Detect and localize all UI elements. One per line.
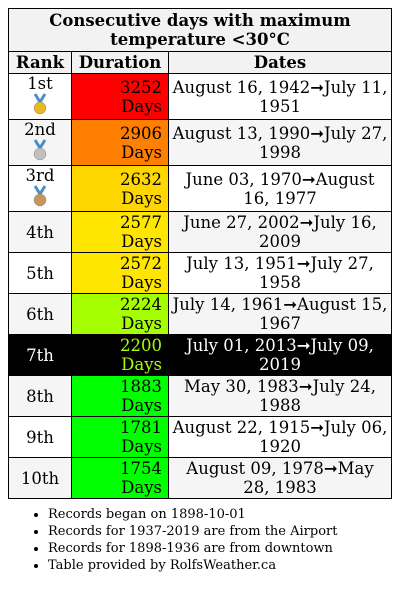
row: 6th 2224 Days July 14, 1961➞August 15, 1967 <box>8 293 392 335</box>
rank: 3rd <box>25 166 55 185</box>
rank-cell: 2nd <box>8 119 72 166</box>
rank: 8th <box>26 386 54 406</box>
table-title: Consecutive days with maximum temperatur… <box>8 8 392 52</box>
row: 3rd 2632 Days June 03, 1970➞August 16, 1977 <box>8 165 392 212</box>
dates: August 16, 1942➞July 11, 1951 <box>168 73 392 120</box>
duration-cell: 2572 Days <box>71 252 169 294</box>
dates: July 01, 2013➞July 09, 2019 <box>168 334 392 376</box>
row: 8th 1883 Days May 30, 1983➞July 24, 1988 <box>8 375 392 417</box>
row: 5th 2572 Days July 13, 1951➞July 27, 1958 <box>8 252 392 294</box>
duration-cell: 2632 Days <box>71 165 169 212</box>
duration-cell: 3252 Days <box>71 73 169 120</box>
duration: 1781 <box>120 418 162 437</box>
dates: July 13, 1951➞July 27, 1958 <box>168 252 392 294</box>
row: 2nd 2906 Days August 13, 1990➞July 27, 1998 <box>8 119 392 166</box>
rank-cell: 7th <box>8 334 72 376</box>
duration-cell: 2577 Days <box>71 211 169 253</box>
duration-unit: Days <box>121 478 162 497</box>
duration: 2577 <box>120 213 162 232</box>
duration-unit: Days <box>121 273 162 292</box>
rank-cell: 1st <box>8 73 72 120</box>
header: Duration <box>71 51 169 74</box>
row: 10th 1754 Days August 09, 1978➞May 28, 1983 <box>8 457 392 499</box>
duration: 2224 <box>120 295 162 314</box>
duration-unit: Days <box>121 314 162 333</box>
duration: 2632 <box>120 169 162 189</box>
duration-unit: Days <box>121 396 162 415</box>
rank: 9th <box>26 427 54 447</box>
duration: 3252 <box>120 77 162 97</box>
records-table: Consecutive days with maximum temperatur… <box>8 8 392 499</box>
header: Dates <box>168 51 392 74</box>
table-body: 1st 3252 Days August 16, 1942➞July 11, 1951… <box>8 73 392 499</box>
rank: 10th <box>20 468 60 488</box>
duration-cell: 2224 Days <box>71 293 169 335</box>
dates: July 14, 1961➞August 15, 1967 <box>168 293 392 335</box>
medal-icon <box>33 139 47 161</box>
medal-icon <box>33 185 47 207</box>
duration-unit: Days <box>121 232 162 251</box>
duration: 1883 <box>120 377 162 396</box>
dates: June 03, 1970➞August 16, 1977 <box>168 165 392 212</box>
note: Records began on 1898-10-01 <box>48 506 337 523</box>
rank: 2nd <box>24 120 56 139</box>
dates: May 30, 1983➞July 24, 1988 <box>168 375 392 417</box>
duration: 2906 <box>120 123 162 143</box>
dates: August 22, 1915➞July 06, 1920 <box>168 416 392 458</box>
dates: June 27, 2002➞July 16, 2009 <box>168 211 392 253</box>
rank: 6th <box>26 304 54 324</box>
duration: 2572 <box>120 254 162 273</box>
rank: 5th <box>26 263 54 283</box>
duration-unit: Days <box>121 96 162 116</box>
duration-unit: Days <box>121 355 162 374</box>
rank-cell: 3rd <box>8 165 72 212</box>
rank-cell: 6th <box>8 293 72 335</box>
row: 9th 1781 Days August 22, 1915➞July 06, 1920 <box>8 416 392 458</box>
row: 7th 2200 Days July 01, 2013➞July 09, 2019 <box>8 334 392 376</box>
duration-cell: 2906 Days <box>71 119 169 166</box>
duration-cell: 1754 Days <box>71 457 169 499</box>
note: Table provided by RolfsWeather.ca <box>48 557 337 574</box>
note: Records for 1937-2019 are from the Airpo… <box>48 523 337 540</box>
rank-cell: 8th <box>8 375 72 417</box>
rank-cell: 10th <box>8 457 72 499</box>
duration: 2200 <box>120 336 162 355</box>
row: 1st 3252 Days August 16, 1942➞July 11, 1951 <box>8 73 392 120</box>
rank-cell: 5th <box>8 252 72 294</box>
duration: 1754 <box>120 459 162 478</box>
rank-cell: 4th <box>8 211 72 253</box>
duration-cell: 2200 Days <box>71 334 169 376</box>
duration-cell: 1781 Days <box>71 416 169 458</box>
dates: August 13, 1990➞July 27, 1998 <box>168 119 392 166</box>
notes: Records began on 1898-10-01Records for 1… <box>8 506 337 574</box>
rank: 4th <box>26 222 54 242</box>
row: 4th 2577 Days June 27, 2002➞July 16, 2009 <box>8 211 392 253</box>
header: Rank <box>8 51 72 74</box>
rank: 1st <box>27 74 53 93</box>
duration-unit: Days <box>121 142 162 162</box>
rank: 7th <box>26 345 54 365</box>
dates: August 09, 1978➞May 28, 1983 <box>168 457 392 499</box>
duration-unit: Days <box>121 188 162 208</box>
medal-icon <box>33 93 47 115</box>
rank-cell: 9th <box>8 416 72 458</box>
note: Records for 1898-1936 are from downtown <box>48 540 337 557</box>
duration-cell: 1883 Days <box>71 375 169 417</box>
duration-unit: Days <box>121 437 162 456</box>
